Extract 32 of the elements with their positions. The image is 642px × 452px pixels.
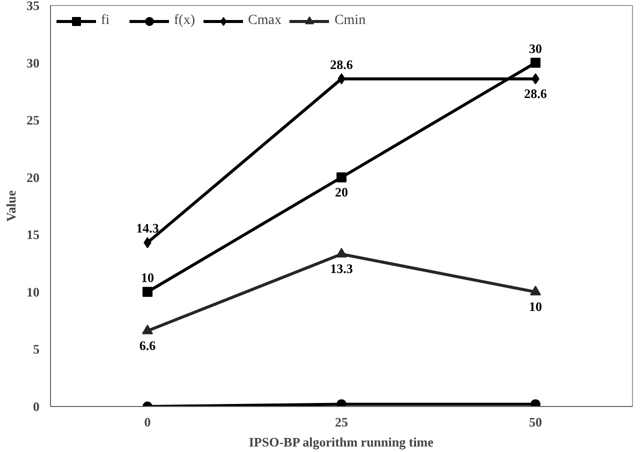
y-axis-title: Value	[4, 190, 18, 222]
x-tick-label: 50	[529, 414, 542, 430]
data-label: 30	[529, 40, 542, 56]
point	[530, 58, 540, 68]
y-tick-label: 30	[26, 55, 40, 70]
x-axis-title: IPSO-BP algorithm running time	[248, 434, 434, 450]
point	[336, 172, 346, 182]
point	[142, 324, 153, 334]
y-tick-label: 20	[26, 170, 40, 185]
y-tick-label: 25	[26, 112, 40, 128]
data-label: 28.6	[524, 86, 548, 101]
legend-label: f(x)	[174, 13, 195, 29]
x-tick-label: 25	[335, 414, 348, 430]
data-label: 6.6	[139, 338, 156, 353]
data-label: 13.3	[330, 261, 354, 276]
point	[142, 286, 152, 297]
point	[336, 248, 347, 258]
data-label: 20	[335, 184, 348, 200]
legend-label: Cmin	[334, 13, 366, 29]
legend-label: Cmax	[248, 13, 282, 29]
data-label: 14.3	[136, 220, 160, 236]
data-label: 10	[529, 298, 542, 314]
x-tick-label: 0	[144, 414, 151, 430]
y-tick-label: 0	[33, 399, 40, 414]
data-label: 10	[141, 270, 154, 285]
y-tick-label: 15	[26, 227, 40, 242]
data-label: 28.6	[330, 56, 354, 72]
legend-label: fi	[101, 13, 111, 29]
point	[530, 286, 541, 296]
y-tick-label: 10	[26, 284, 40, 300]
y-tick-label: 35	[26, 0, 40, 13]
y-tick-label: 5	[33, 342, 40, 357]
